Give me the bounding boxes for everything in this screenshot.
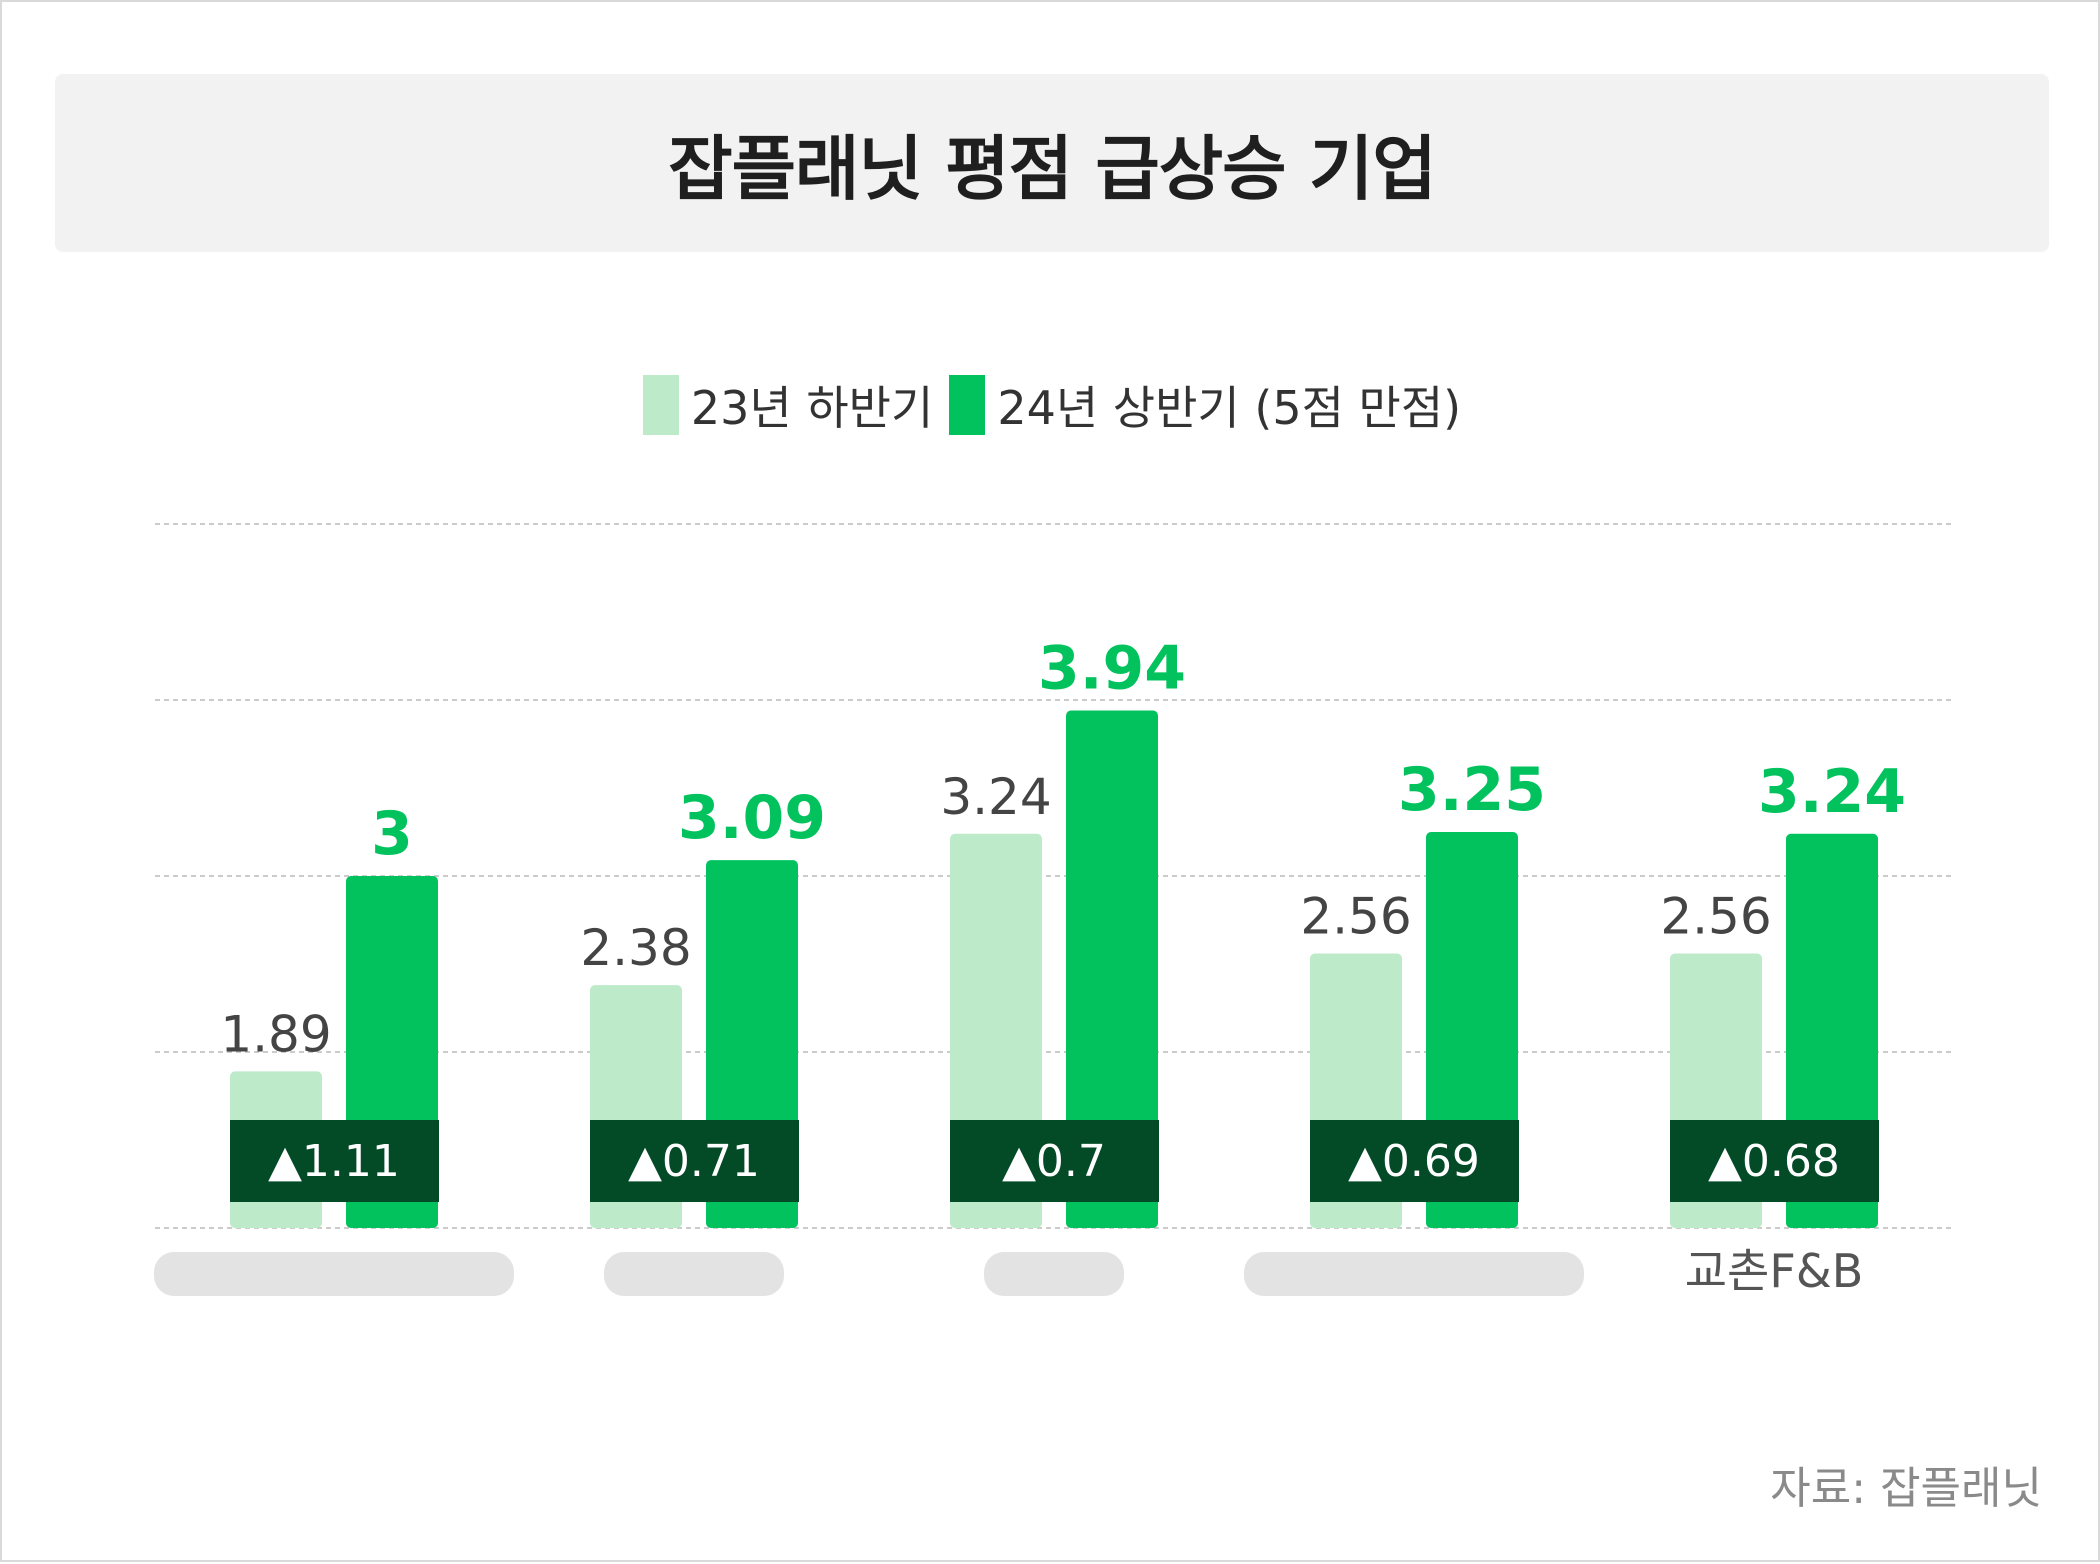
data-label-prev: 2.56 [1660, 887, 1771, 945]
legend-swatch-curr [949, 375, 986, 435]
data-label-prev: 1.89 [220, 1005, 331, 1063]
change-label: ▲0.69 [1348, 1136, 1480, 1187]
data-label-prev: 3.24 [940, 768, 1051, 826]
chart-title: 잡플래닛 평점 급상승 기업 [668, 127, 1437, 210]
change-label: ▲1.11 [268, 1136, 400, 1187]
data-label-curr: 3.24 [1758, 757, 1906, 827]
bar-curr [1066, 710, 1158, 1228]
category-label-redacted [1244, 1252, 1584, 1296]
data-label-curr: 3.94 [1038, 634, 1186, 704]
change-badge [1670, 1120, 1879, 1202]
change-badge [1310, 1120, 1519, 1202]
category-label: 교촌F&B [1685, 1244, 1864, 1298]
data-label-curr: 3.25 [1398, 755, 1546, 825]
legend: 23년 하반기 24년 상반기 (5점 만점) [2, 370, 2100, 440]
legend-swatch-prev [642, 375, 679, 435]
change-badge [950, 1120, 1159, 1202]
change-label: ▲0.71 [628, 1136, 760, 1187]
category-label-redacted [604, 1252, 784, 1296]
category-label-redacted [984, 1252, 1124, 1296]
change-label: ▲0.68 [1708, 1136, 1840, 1187]
legend-label-prev: 23년 하반기 [690, 381, 934, 435]
data-label-prev: 2.38 [580, 919, 691, 977]
data-label-curr: 3 [371, 799, 413, 869]
legend-item-curr: 24년 상반기 (5점 만점) [949, 372, 1461, 438]
source-note: 자료: 잡플래닛 [1770, 1463, 2042, 1514]
title-banner: 잡플래닛 평점 급상승 기업 [55, 74, 2049, 252]
legend-item-prev: 23년 하반기 [642, 372, 934, 438]
data-label-prev: 2.56 [1300, 887, 1411, 945]
change-badge [230, 1120, 439, 1202]
change-label: ▲0.7 [1002, 1136, 1106, 1187]
change-badge [590, 1120, 799, 1202]
category-label-redacted [154, 1252, 514, 1296]
legend-label-curr: 24년 상반기 (5점 만점) [997, 381, 1462, 435]
data-label-curr: 3.09 [678, 783, 826, 853]
